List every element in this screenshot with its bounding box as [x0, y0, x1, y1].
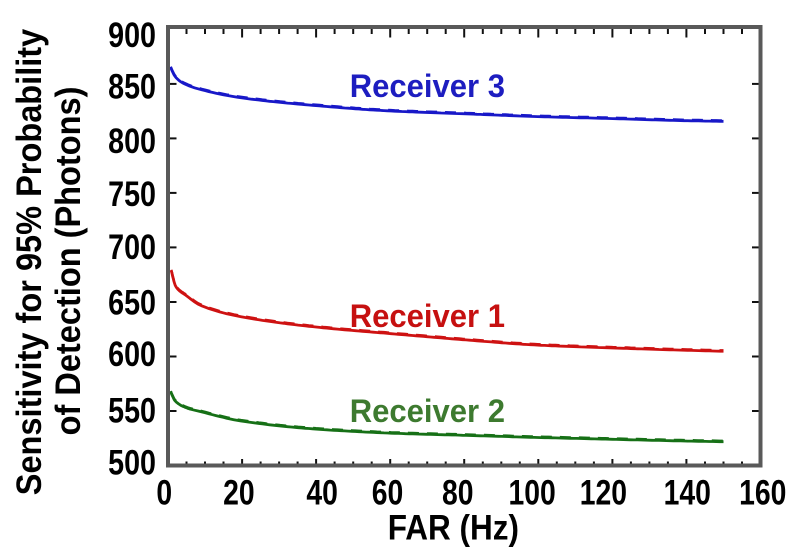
svg-text:60: 60	[372, 473, 404, 513]
svg-text:600: 600	[108, 334, 156, 373]
svg-text:750: 750	[108, 174, 156, 213]
svg-text:850: 850	[108, 67, 156, 106]
svg-text:800: 800	[108, 121, 156, 160]
svg-text:Receiver 3: Receiver 3	[350, 67, 505, 104]
svg-text:100: 100	[508, 473, 555, 513]
svg-text:900: 900	[108, 15, 156, 54]
svg-text:0: 0	[156, 473, 172, 513]
svg-text:650: 650	[108, 283, 156, 322]
svg-text:160: 160	[739, 473, 786, 513]
svg-text:Receiver 2: Receiver 2	[350, 392, 505, 429]
svg-text:FAR (Hz): FAR (Hz)	[388, 509, 519, 548]
svg-text:140: 140	[664, 473, 711, 513]
svg-text:Sensitivity for 95% Probabilit: Sensitivity for 95% Probability	[10, 29, 49, 496]
svg-text:80: 80	[442, 473, 474, 513]
svg-text:40: 40	[306, 473, 338, 513]
svg-text:550: 550	[108, 391, 156, 430]
svg-text:120: 120	[580, 473, 627, 513]
svg-text:Receiver 1: Receiver 1	[350, 297, 505, 334]
svg-text:of Detection (Photons): of Detection (Photons)	[49, 87, 88, 436]
svg-text:500: 500	[108, 443, 156, 482]
svg-text:700: 700	[108, 227, 156, 266]
svg-text:20: 20	[223, 473, 255, 513]
